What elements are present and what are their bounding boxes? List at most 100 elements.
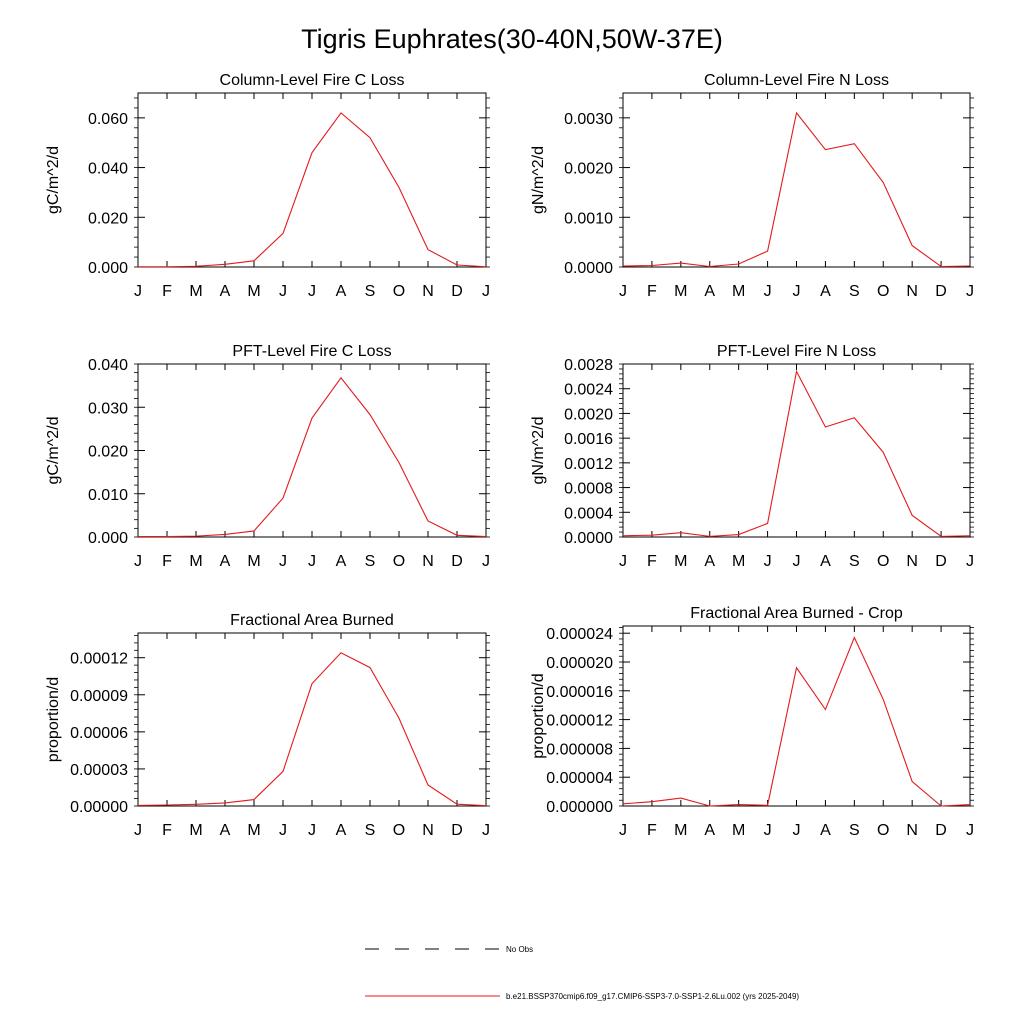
x-tick-label: A [704,822,715,839]
y-tick-label: 0.000020 [546,655,613,672]
y-tick-label: 0.0028 [564,357,613,374]
series-line [137,652,487,807]
y-tick-label: 0.0030 [564,111,613,128]
x-tick-label: D [451,822,463,839]
series-line [138,376,487,538]
panel-title: PFT-Level Fire N Loss [717,343,876,360]
x-tick-label: J [482,283,490,300]
x-tick-label: F [162,822,172,839]
x-tick-label: A [820,283,831,300]
panel-title: Fractional Area Burned [230,612,394,629]
y-tick-label: 0.00009 [70,688,128,705]
x-tick-label: J [966,283,974,300]
series-line [622,636,971,807]
x-tick-label: M [732,822,745,839]
x-tick-label: F [162,283,172,300]
x-tick-label: M [732,283,745,300]
y-tick-label: 0.0016 [564,431,613,448]
x-tick-label: J [764,822,772,839]
plot-frame [137,363,487,538]
y-tick-label: 0.0000 [564,530,613,547]
y-tick-label: 0.0020 [564,161,613,178]
x-tick-label: J [482,822,490,839]
x-tick-label: M [189,283,202,300]
y-tick-label: 0.000004 [546,770,613,787]
y-axis-label: proportion/d [45,677,62,762]
x-tick-label: A [704,553,715,570]
y-tick-label: 0.000008 [546,741,613,758]
y-tick-label: 0.000000 [546,799,613,816]
x-tick-label: J [793,283,801,300]
x-tick-label: N [906,553,918,570]
x-tick-label: J [793,553,801,570]
y-tick-label: 0.0000 [564,260,613,277]
y-tick-label: 0.000016 [546,684,613,701]
x-tick-label: M [674,822,687,839]
y-axis-label: gN/m^2/d [530,417,547,485]
x-tick-label: J [134,822,142,839]
y-tick-label: 0.020 [88,210,128,227]
x-tick-label: S [849,822,860,839]
x-tick-label: J [764,283,772,300]
y-tick-label: 0.010 [88,487,128,504]
x-tick-label: J [134,283,142,300]
x-tick-label: M [247,283,260,300]
series-line [622,369,971,537]
x-tick-label: O [393,553,405,570]
x-tick-label: O [393,283,405,300]
x-tick-label: A [336,553,347,570]
x-tick-label: D [935,283,947,300]
x-tick-label: S [849,553,860,570]
y-tick-label: 0.00000 [70,799,128,816]
y-tick-label: 0.040 [88,161,128,178]
y-tick-label: 0.0020 [564,406,613,423]
y-tick-label: 0.00003 [70,762,128,779]
y-tick-label: 0.000012 [546,713,613,730]
x-tick-label: J [619,822,627,839]
x-tick-label: D [451,283,463,300]
legend: No Obs b.e21.BSSP370cmip6.f09_g17.CMIP6-S… [365,945,799,1001]
y-axis-label: proportion/d [530,673,547,758]
x-tick-label: N [422,822,434,839]
x-tick-label: A [220,283,231,300]
y-tick-label: 0.0012 [564,456,613,473]
panel-title: Column-Level Fire N Loss [704,72,889,89]
x-tick-label: M [247,553,260,570]
panel-title: Fractional Area Burned - Crop [690,605,903,622]
x-tick-label: J [793,822,801,839]
x-tick-label: S [365,553,376,570]
x-tick-label: M [247,822,260,839]
x-tick-label: A [336,283,347,300]
x-tick-label: O [393,822,405,839]
x-tick-label: M [674,283,687,300]
x-tick-label: F [647,822,657,839]
y-tick-label: 0.000024 [546,626,613,643]
x-tick-label: J [308,822,316,839]
x-tick-label: N [422,553,434,570]
x-tick-label: J [308,283,316,300]
y-tick-label: 0.030 [88,400,128,417]
y-tick-label: 0.040 [88,357,128,374]
plot-frame [622,363,971,538]
legend-label-no-obs: No Obs [506,945,533,954]
x-tick-label: M [732,553,745,570]
x-tick-label: S [365,283,376,300]
x-tick-label: J [308,553,316,570]
x-tick-label: N [906,822,918,839]
y-axis-label: gN/m^2/d [530,146,547,214]
x-tick-label: O [877,553,889,570]
x-tick-label: S [849,283,860,300]
x-tick-label: M [674,553,687,570]
plot-frame [622,92,971,268]
x-tick-label: F [647,283,657,300]
x-tick-label: A [220,822,231,839]
y-tick-label: 0.000 [88,530,128,547]
x-tick-label: J [619,283,627,300]
